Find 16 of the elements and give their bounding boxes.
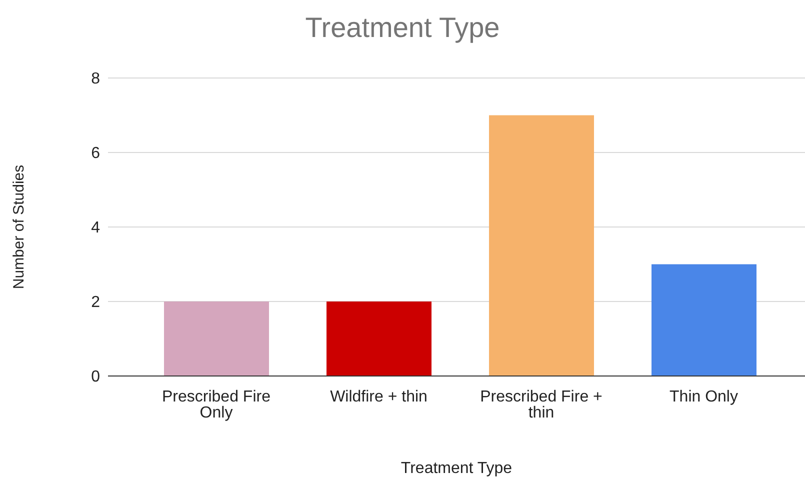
x-tick-label: Thin Only <box>670 388 738 406</box>
y-axis-title: Number of Studies <box>10 164 28 290</box>
chart-title: Treatment Type <box>304 12 501 44</box>
bar <box>652 264 756 376</box>
bar <box>489 115 594 376</box>
x-axis-title: Treatment Type <box>400 460 514 478</box>
y-tick-label: 8 <box>91 70 100 88</box>
y-tick-label: 6 <box>91 145 100 162</box>
y-tick-label: 2 <box>91 294 100 312</box>
x-tick-label: Prescribed Fire Only <box>162 388 271 422</box>
y-tick-label: 0 <box>91 368 100 386</box>
bar <box>164 302 269 376</box>
x-tick-label: Prescribed Fire + thin <box>480 388 602 422</box>
bar <box>326 302 432 376</box>
x-tick-label: Wildfire + thin <box>330 388 428 406</box>
y-tick-label: 4 <box>91 220 100 237</box>
